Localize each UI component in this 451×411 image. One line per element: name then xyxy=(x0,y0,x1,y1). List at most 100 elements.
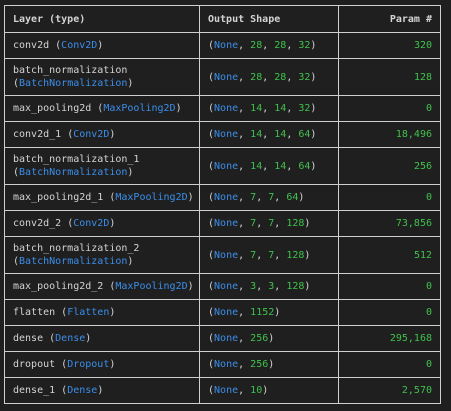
shape-dim: 64 xyxy=(298,160,311,172)
table-row: conv2d_1 (Conv2D) (None, 14, 14, 64) 18,49… xyxy=(4,121,441,148)
param-count-cell: 0 xyxy=(338,184,441,211)
table-row: dense (Dense) (None, 256) 295,168 xyxy=(4,325,441,352)
table-header-row: Layer (type) Output Shape Param # xyxy=(4,5,441,33)
layer-cell: batch_normalization_1 (BatchNormalization… xyxy=(4,147,200,185)
output-shape-cell: (None, 7, 7, 128) xyxy=(199,210,339,237)
layer-name: max_pooling2d_1 xyxy=(13,192,104,203)
param-count: 2,570 xyxy=(401,385,432,396)
shape-batch-dim: None xyxy=(214,307,239,318)
shape-dim: 7 xyxy=(268,249,275,261)
layer-cell: batch_normalization_2 (BatchNormalization… xyxy=(4,236,200,274)
output-shape-cell: (None, 14, 14, 32) xyxy=(199,95,339,122)
shape-dim: 14 xyxy=(250,129,263,140)
shape-dim: 128 xyxy=(286,218,305,229)
param-count-cell: 256 xyxy=(338,147,441,185)
layer-type: MaxPooling2D xyxy=(115,281,188,292)
param-count: 0 xyxy=(425,103,432,114)
param-count: 0 xyxy=(425,307,432,318)
layer-name: conv2d_1 xyxy=(13,129,62,140)
layer-type: MaxPooling2D xyxy=(103,103,176,114)
layer-cell: conv2d (Conv2D) xyxy=(4,32,200,59)
header-param-count: Param # xyxy=(338,5,441,33)
layer-name: max_pooling2d xyxy=(13,103,92,114)
layer-cell: dense (Dense) xyxy=(4,325,200,352)
shape-dim: 128 xyxy=(286,281,305,292)
layer-type: BatchNormalization xyxy=(19,256,128,267)
layer-type: MaxPooling2D xyxy=(115,192,188,203)
shape-dim: 28 xyxy=(250,71,263,83)
shape-dim: 14 xyxy=(274,129,287,140)
output-shape-cell: (None, 28, 28, 32) xyxy=(199,58,339,96)
table-row: max_pooling2d (MaxPooling2D) (None, 14, 1… xyxy=(4,95,441,122)
table-row: batch_normalization (BatchNormalization)(… xyxy=(4,58,441,96)
param-count-cell: 0 xyxy=(338,95,441,122)
shape-dim: 32 xyxy=(298,103,311,114)
layer-cell: conv2d_1 (Conv2D) xyxy=(4,121,200,148)
shape-dim: 14 xyxy=(274,160,287,172)
param-count-cell: 295,168 xyxy=(338,325,441,352)
layer-name: flatten xyxy=(13,307,56,318)
shape-batch-dim: None xyxy=(214,385,239,396)
output-shape-cell: (None, 10) xyxy=(199,377,339,404)
shape-dim: 7 xyxy=(250,249,257,261)
param-count-cell: 0 xyxy=(338,299,441,326)
param-count: 512 xyxy=(413,249,432,261)
output-shape-cell: (None, 256) xyxy=(199,325,339,352)
shape-dim: 7 xyxy=(250,192,257,203)
param-count-cell: 0 xyxy=(338,351,441,378)
shape-dim: 32 xyxy=(298,71,311,83)
header-output-shape: Output Shape xyxy=(199,5,339,33)
layer-type: BatchNormalization xyxy=(19,78,128,89)
layer-type: Dense xyxy=(55,333,86,344)
output-shape-cell: (None, 7, 7, 128) xyxy=(199,236,339,274)
param-count-cell: 512 xyxy=(338,236,441,274)
shape-dim: 64 xyxy=(298,129,311,140)
param-count-cell: 128 xyxy=(338,58,441,96)
shape-batch-dim: None xyxy=(214,160,239,172)
table-row: dropout (Dropout) (None, 256) 0 xyxy=(4,351,441,378)
layer-cell: max_pooling2d_1 (MaxPooling2D) xyxy=(4,184,200,211)
table-row: flatten (Flatten) (None, 1152) 0 xyxy=(4,299,441,326)
layer-name: batch_normalization_2 xyxy=(13,243,140,254)
shape-dim: 64 xyxy=(286,192,299,203)
param-count: 0 xyxy=(425,192,432,203)
shape-dim: 7 xyxy=(268,218,275,229)
shape-batch-dim: None xyxy=(214,71,239,83)
param-count-cell: 18,496 xyxy=(338,121,441,148)
output-shape-cell: (None, 14, 14, 64) xyxy=(199,147,339,185)
shape-dim: 14 xyxy=(250,103,263,114)
shape-dim: 7 xyxy=(250,218,257,229)
shape-batch-dim: None xyxy=(214,333,239,344)
shape-dim: 3 xyxy=(250,281,257,292)
output-shape-cell: (None, 14, 14, 64) xyxy=(199,121,339,148)
param-count-cell: 73,856 xyxy=(338,210,441,237)
model-summary-table: Layer (type) Output Shape Param # conv2d… xyxy=(4,5,441,404)
layer-cell: flatten (Flatten) xyxy=(4,299,200,326)
layer-name: dense_1 xyxy=(13,385,56,396)
param-count: 0 xyxy=(425,359,432,370)
param-count-cell: 320 xyxy=(338,32,441,59)
shape-dim: 28 xyxy=(250,40,263,51)
output-shape-cell: (None, 3, 3, 128) xyxy=(199,273,339,300)
shape-batch-dim: None xyxy=(214,192,239,203)
layer-name: batch_normalization_1 xyxy=(13,154,140,165)
table-row: conv2d_2 (Conv2D) (None, 7, 7, 128) 73,856 xyxy=(4,210,441,237)
shape-dim: 128 xyxy=(286,249,305,261)
table-row: max_pooling2d_2 (MaxPooling2D) (None, 3, … xyxy=(4,273,441,300)
layer-name: batch_normalization xyxy=(13,65,128,76)
shape-dim: 256 xyxy=(250,333,269,344)
layer-cell: max_pooling2d (MaxPooling2D) xyxy=(4,95,200,122)
layer-type: Conv2D xyxy=(61,40,98,51)
output-shape-cell: (None, 256) xyxy=(199,351,339,378)
shape-dim: 32 xyxy=(298,40,311,51)
shape-dim: 14 xyxy=(250,160,263,172)
param-count-cell: 2,570 xyxy=(338,377,441,404)
param-count: 73,856 xyxy=(395,218,432,229)
shape-dim: 28 xyxy=(274,40,287,51)
shape-batch-dim: None xyxy=(214,129,239,140)
shape-dim: 10 xyxy=(250,385,263,396)
layer-cell: dense_1 (Dense) xyxy=(4,377,200,404)
output-shape-cell: (None, 7, 7, 64) xyxy=(199,184,339,211)
table-row: batch_normalization_2 (BatchNormalization… xyxy=(4,236,441,274)
